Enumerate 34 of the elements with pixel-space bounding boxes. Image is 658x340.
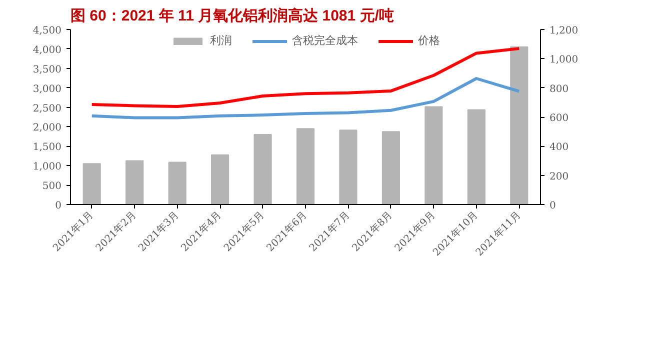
- y-tick-label: 2,500: [32, 103, 62, 114]
- y2-tick-label: 1,000: [550, 54, 578, 66]
- y-tick-label: 4,000: [32, 44, 62, 56]
- y-tick-label: 3,000: [32, 84, 62, 95]
- legend-label: 含税完全成本: [292, 33, 358, 48]
- chart-title: 图 60：2021 年 11 月氧化铝利润高达 1081 元/吨: [70, 6, 394, 24]
- line-series: [90, 47, 521, 108]
- y-tick-label: 500: [42, 181, 62, 192]
- bar: [211, 154, 230, 204]
- y-tick-label: 3,500: [32, 64, 62, 76]
- bar: [82, 163, 101, 204]
- y2-tick-label: 0: [550, 200, 556, 212]
- legend-label: 利润: [210, 33, 232, 48]
- y-tick-label: 4,500: [32, 26, 62, 36]
- bar: [254, 134, 272, 204]
- y2-tick-label: 600: [550, 113, 569, 124]
- y-tick-label: 1,500: [32, 142, 62, 154]
- y2-tick-label: 400: [550, 142, 569, 154]
- legend-label: 价格: [418, 33, 440, 48]
- bar: [296, 128, 315, 204]
- y2-tick-label: 200: [550, 171, 569, 182]
- bar: [126, 160, 144, 204]
- bar: [382, 131, 400, 204]
- bar: [510, 46, 528, 204]
- line-series: [90, 77, 521, 120]
- bar: [424, 106, 443, 204]
- y2-tick-label: 1,200: [550, 26, 578, 36]
- bar: [168, 162, 186, 204]
- y-tick-label: 1,000: [32, 162, 62, 173]
- bar: [339, 130, 358, 204]
- y-tick-label: 0: [55, 200, 62, 212]
- y-tick-label: 2,000: [32, 122, 62, 134]
- y2-tick-label: 800: [550, 84, 569, 95]
- bar: [467, 109, 486, 204]
